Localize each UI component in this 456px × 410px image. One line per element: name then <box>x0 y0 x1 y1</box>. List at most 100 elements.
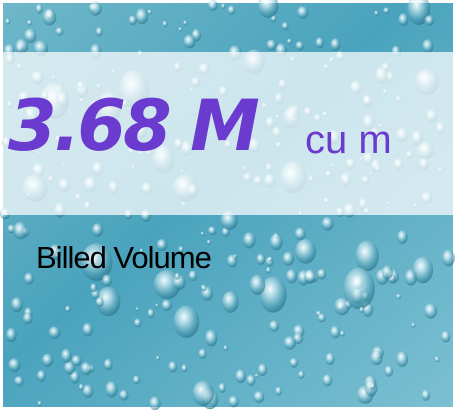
water-drop <box>413 257 434 284</box>
water-drop <box>96 27 103 36</box>
water-drop <box>205 330 217 347</box>
water-drop <box>398 13 408 26</box>
water-drop <box>286 269 297 283</box>
water-drop <box>37 401 42 406</box>
water-drop <box>208 226 216 235</box>
kpi-unit: cu m <box>305 118 392 162</box>
water-drop <box>322 217 334 230</box>
water-drop <box>297 6 308 18</box>
water-drop <box>42 354 53 367</box>
water-drop <box>24 273 34 285</box>
water-drop <box>15 39 28 54</box>
water-drop <box>49 326 61 339</box>
water-drop <box>227 255 237 268</box>
water-drop <box>318 313 326 322</box>
water-drop <box>104 359 113 371</box>
water-drop <box>14 376 24 386</box>
water-drop <box>161 300 172 311</box>
water-drop <box>198 349 206 359</box>
water-drop <box>13 222 27 240</box>
water-drop <box>275 387 282 396</box>
water-drop <box>96 297 104 307</box>
water-drop <box>61 349 72 363</box>
water-drop <box>119 390 128 401</box>
water-drop <box>396 351 408 367</box>
water-drop <box>89 2 102 16</box>
water-drop <box>178 27 182 32</box>
kpi-value: 3.68 M <box>8 85 259 167</box>
water-drop <box>133 376 140 385</box>
water-drop <box>424 303 437 318</box>
water-drop <box>254 391 265 403</box>
water-drop <box>355 241 379 272</box>
water-drop <box>382 266 393 280</box>
water-drop <box>92 223 103 236</box>
water-drop <box>330 38 340 51</box>
water-drop <box>228 396 238 408</box>
water-drop <box>183 21 187 26</box>
water-drop <box>255 374 259 378</box>
water-drop <box>258 364 267 376</box>
water-drop <box>284 336 296 349</box>
water-drop <box>65 306 71 313</box>
water-drop <box>256 254 265 265</box>
water-drop <box>105 381 117 397</box>
water-drop <box>201 232 205 236</box>
water-drop <box>282 22 289 30</box>
water-drop <box>317 269 326 280</box>
water-drop <box>243 232 256 248</box>
water-drop <box>411 323 415 328</box>
water-drop <box>246 375 255 386</box>
water-drop <box>11 297 23 312</box>
water-drop <box>183 35 195 49</box>
water-drop <box>102 274 112 286</box>
water-drop <box>304 270 315 284</box>
water-drop <box>208 0 218 11</box>
water-drop <box>283 252 295 266</box>
water-drop <box>129 15 137 25</box>
water-drop <box>323 374 333 386</box>
water-drop <box>6 328 17 342</box>
water-drop <box>136 8 149 24</box>
water-drop <box>250 275 266 295</box>
water-drop <box>383 7 389 14</box>
water-drop <box>359 307 364 313</box>
water-drop <box>425 15 435 25</box>
water-drop <box>79 384 84 391</box>
water-drop <box>148 10 152 15</box>
water-drop <box>442 250 455 267</box>
water-drop <box>36 4 43 14</box>
water-drop <box>221 3 225 9</box>
water-drop <box>422 390 430 401</box>
water-drop <box>192 381 213 406</box>
water-drop <box>269 321 279 332</box>
water-drop <box>55 27 63 36</box>
water-drop <box>298 371 304 379</box>
water-drop <box>422 39 433 53</box>
kpi-card: 3.68 M cu m Billed Volume <box>0 0 456 410</box>
water-drop <box>219 383 226 393</box>
water-drop <box>223 345 227 351</box>
water-drop <box>374 10 378 16</box>
water-drop <box>82 385 93 398</box>
water-drop <box>268 257 273 262</box>
water-drop <box>370 351 382 365</box>
water-drop <box>228 6 236 15</box>
water-drop <box>90 283 97 292</box>
water-drop <box>5 19 10 25</box>
water-drop <box>147 309 154 319</box>
water-drop <box>290 358 299 368</box>
water-drop <box>266 267 271 274</box>
water-drop <box>136 307 139 311</box>
water-drop <box>134 319 142 328</box>
water-drop <box>156 356 160 361</box>
water-drop <box>81 362 92 375</box>
water-drop <box>8 358 20 372</box>
water-drop <box>155 304 158 308</box>
water-drop <box>441 331 450 343</box>
water-drop <box>37 370 46 382</box>
water-drop <box>43 9 57 26</box>
water-drop <box>295 228 306 241</box>
water-drop <box>201 285 207 292</box>
water-drop <box>266 40 276 51</box>
